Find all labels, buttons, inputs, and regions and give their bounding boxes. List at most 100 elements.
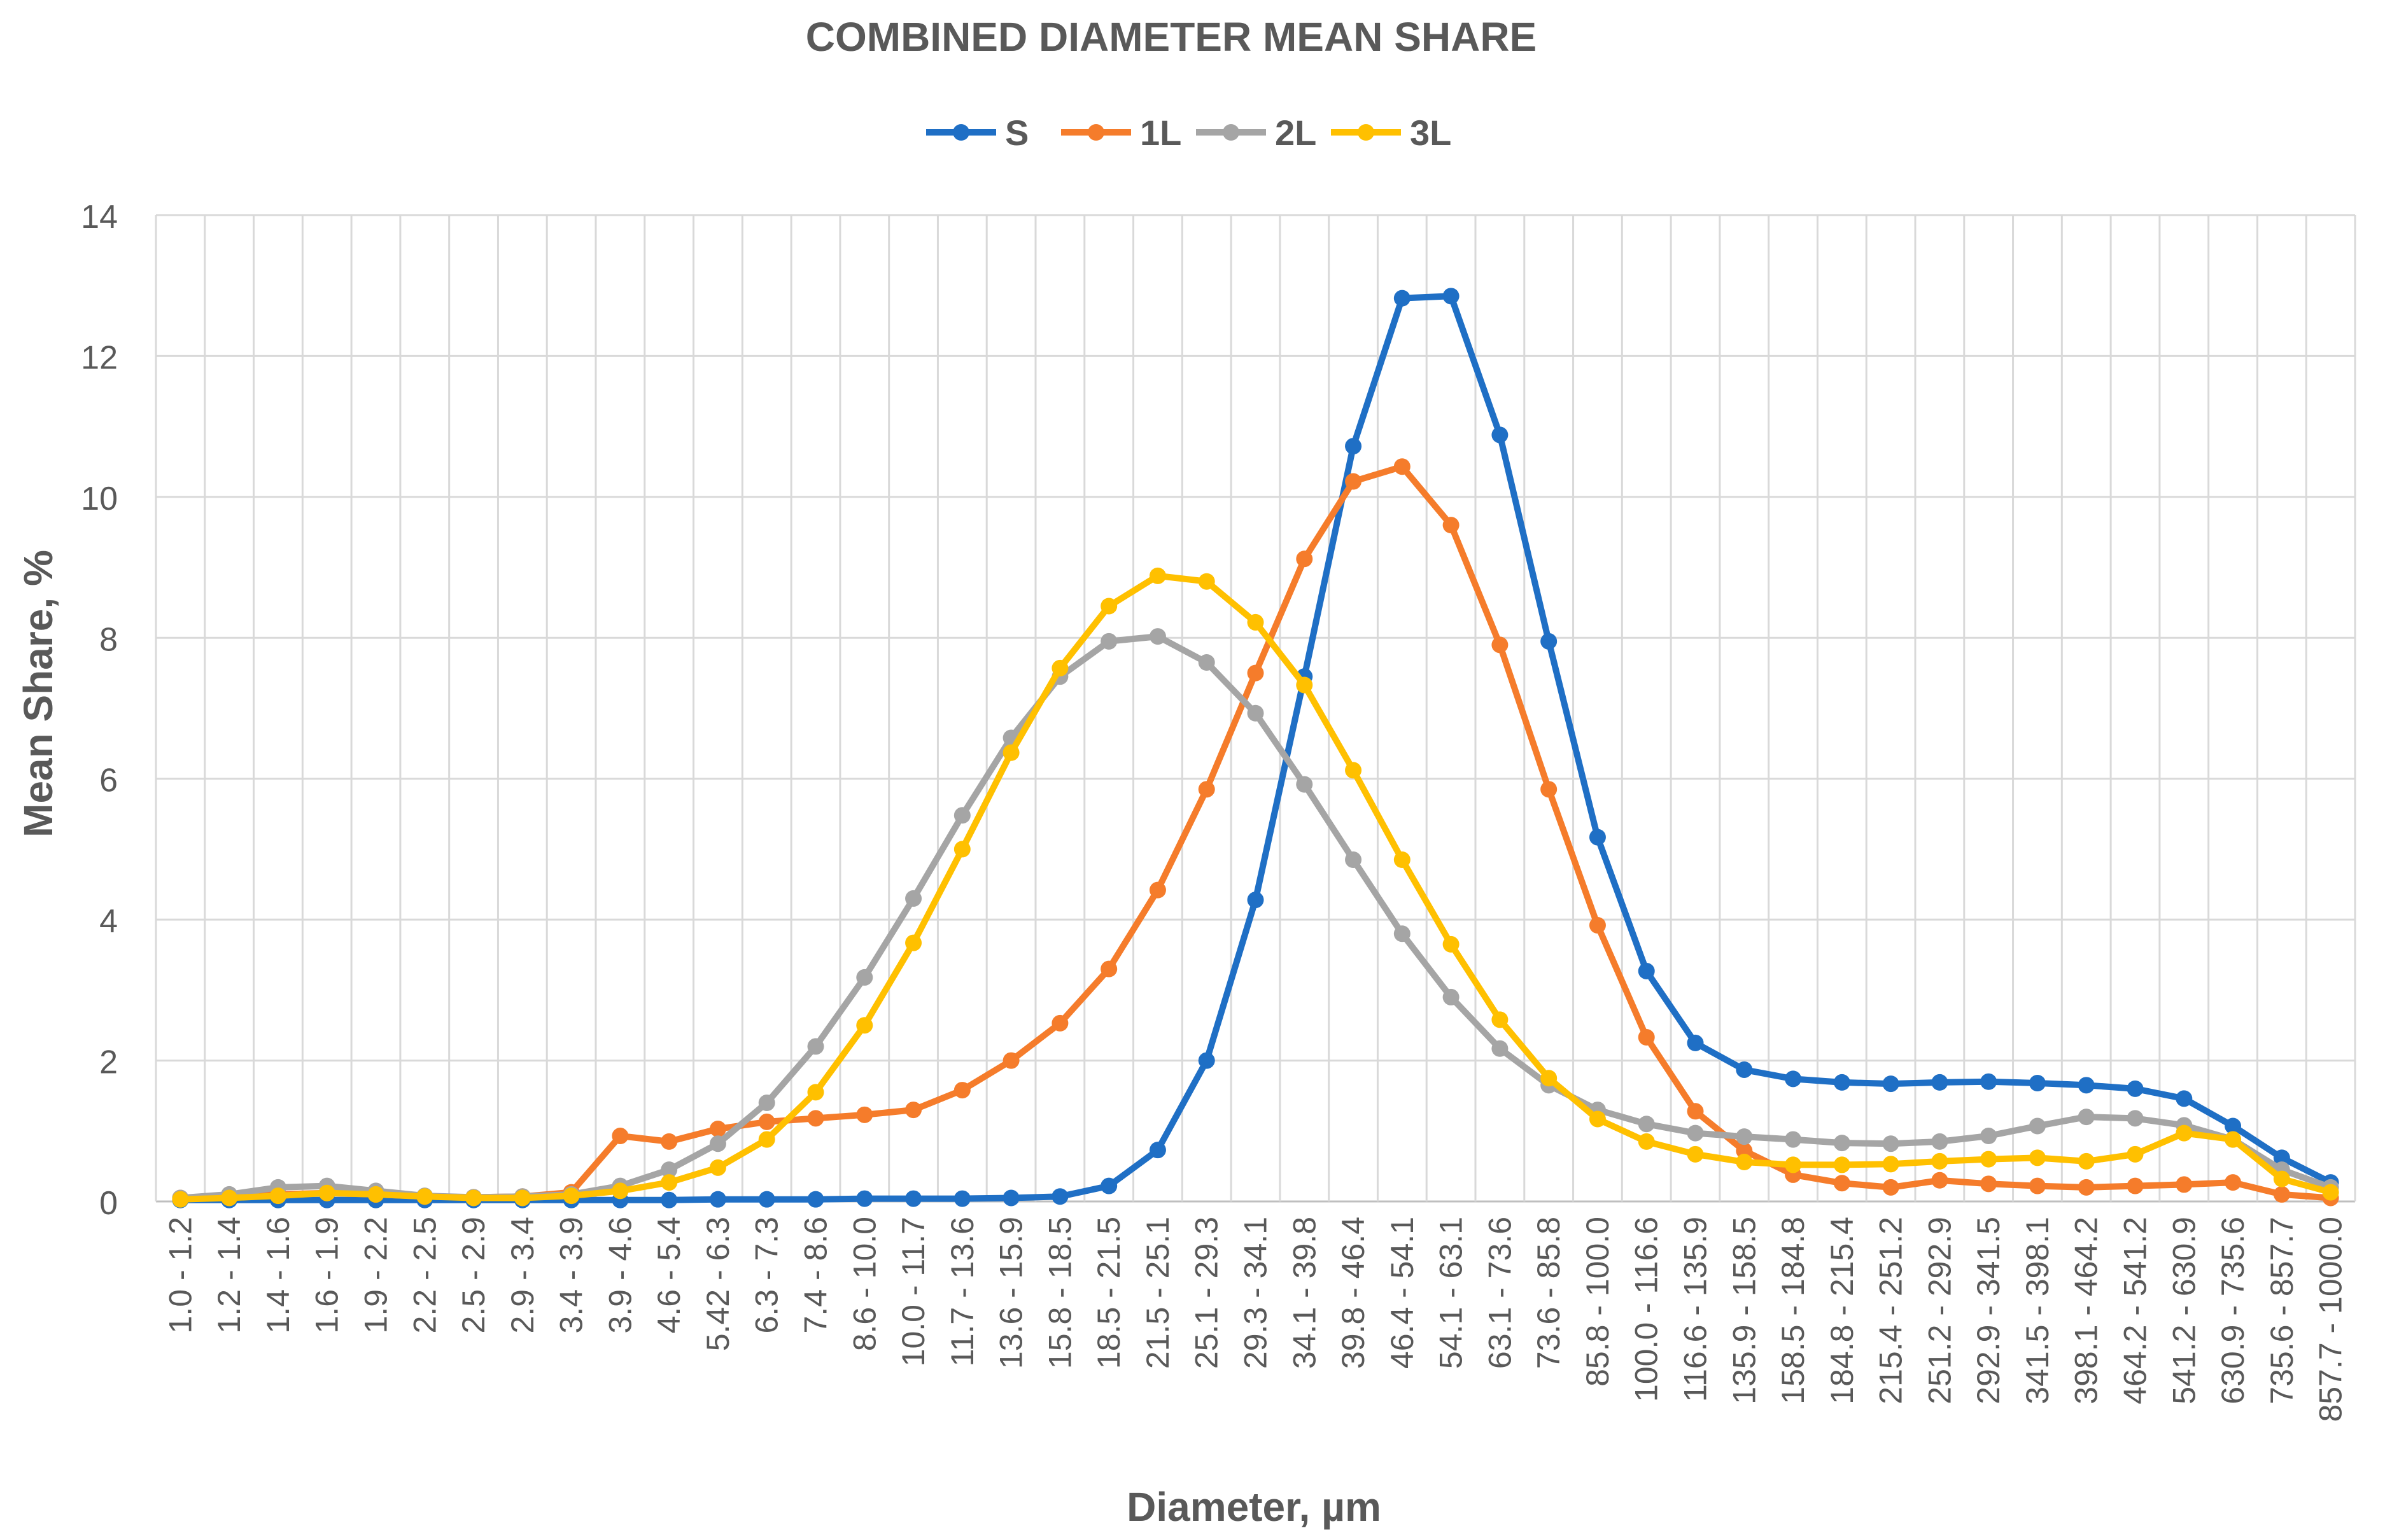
x-tick-label: 6.3 - 7.3 (749, 1217, 785, 1333)
data-point (905, 934, 922, 951)
data-point (709, 1191, 726, 1208)
data-point (1296, 776, 1313, 793)
x-tick-label: 1.2 - 1.4 (211, 1217, 247, 1333)
x-tick-label: 341.5 - 398.1 (2020, 1217, 2055, 1404)
data-point (2127, 1145, 2144, 1163)
data-point (1638, 1116, 1655, 1133)
x-tick-label: 25.1 - 29.3 (1189, 1217, 1225, 1369)
data-point (2078, 1077, 2095, 1094)
x-tick-label: 1.9 - 2.2 (358, 1217, 394, 1333)
legend-label: 1L (1140, 113, 1181, 153)
data-point (709, 1135, 726, 1152)
legend-label: 2L (1275, 113, 1316, 153)
data-point (1687, 1124, 1704, 1142)
data-point (1101, 1177, 1118, 1194)
data-point (758, 1191, 775, 1208)
data-point (2225, 1174, 2242, 1191)
data-point (416, 1188, 433, 1205)
data-point (1345, 438, 1362, 455)
data-point (2029, 1075, 2046, 1091)
x-tick-label: 5.42 - 6.3 (700, 1217, 736, 1351)
data-point (465, 1189, 482, 1207)
data-point (2029, 1177, 2046, 1194)
data-point (2029, 1117, 2046, 1135)
data-point (905, 890, 922, 907)
data-point (807, 1191, 824, 1208)
x-tick-label: 464.2 - 541.2 (2118, 1217, 2153, 1404)
y-tick-label: 4 (99, 903, 118, 940)
y-tick-label: 2 (99, 1044, 118, 1081)
data-point (514, 1189, 531, 1207)
data-point (1882, 1075, 1899, 1093)
data-point (1296, 550, 1313, 568)
x-tick-label: 630.9 - 735.6 (2215, 1217, 2251, 1404)
data-point (1442, 517, 1460, 534)
data-point (269, 1187, 286, 1205)
x-tick-label: 158.5 - 184.8 (1775, 1217, 1811, 1404)
data-point (1101, 960, 1118, 977)
x-tick-label: 857.7 - 1000.0 (2313, 1217, 2349, 1422)
legend-marker (1223, 124, 1239, 141)
data-point (1833, 1135, 1850, 1152)
data-point (1149, 628, 1166, 645)
data-point (1198, 573, 1215, 590)
data-point (2078, 1179, 2095, 1196)
data-point (1442, 988, 1460, 1005)
data-point (2273, 1149, 2290, 1166)
data-point (1736, 1061, 1753, 1078)
data-point (2176, 1124, 2193, 1142)
x-tick-label: 18.5 - 21.5 (1091, 1217, 1127, 1369)
data-point (1589, 917, 1606, 934)
data-point (1491, 1040, 1509, 1057)
legend-item-s: S (926, 113, 1029, 153)
data-point (758, 1113, 775, 1130)
x-tick-label: 251.2 - 292.9 (1922, 1217, 1957, 1404)
data-point (1540, 633, 1558, 650)
x-tick-label: 3.9 - 4.6 (602, 1217, 638, 1333)
data-point (367, 1186, 384, 1203)
data-point (1882, 1179, 1899, 1196)
data-point (1687, 1034, 1704, 1051)
x-tick-label: 1.6 - 1.9 (309, 1217, 345, 1333)
data-point (1003, 1052, 1020, 1069)
y-tick-label: 12 (81, 339, 118, 376)
legend-label: 3L (1410, 113, 1451, 153)
y-tick-label: 8 (99, 621, 118, 658)
data-point (856, 969, 873, 986)
x-tick-label: 184.8 - 215.4 (1824, 1217, 1860, 1404)
data-point (2225, 1117, 2242, 1135)
data-point (1589, 829, 1606, 846)
data-point (1052, 659, 1069, 676)
data-point (1931, 1152, 1948, 1170)
series-3l (172, 567, 2339, 1208)
data-point (1491, 426, 1509, 444)
data-point (2225, 1131, 2242, 1148)
data-point (661, 1174, 678, 1191)
data-point (1052, 1188, 1069, 1205)
data-point (758, 1095, 775, 1111)
data-point (661, 1133, 678, 1150)
data-point (1736, 1154, 1753, 1170)
x-tick-label: 1.4 - 1.6 (260, 1217, 296, 1333)
data-point (1931, 1172, 1948, 1189)
data-point (661, 1161, 678, 1179)
data-point (1833, 1074, 1850, 1091)
legend-item-1l: 1L (1061, 113, 1181, 153)
data-point (1198, 1052, 1215, 1069)
data-point (1540, 1070, 1558, 1087)
data-point (1638, 962, 1655, 979)
x-tick-label: 116.6 - 135.9 (1678, 1217, 1713, 1402)
legend-item-3l: 3L (1331, 113, 1451, 153)
x-tick-label: 13.6 - 15.9 (994, 1217, 1029, 1369)
legend-marker (953, 124, 969, 141)
data-point (661, 1191, 678, 1208)
x-tick-label: 100.0 - 116.6 (1629, 1217, 1664, 1402)
data-point (1882, 1135, 1899, 1152)
data-point (612, 1128, 629, 1145)
x-axis-title: Diameter, µm (1127, 1484, 1381, 1530)
data-point (1101, 633, 1118, 650)
x-tick-label: 21.5 - 25.1 (1140, 1217, 1176, 1369)
x-tick-label: 10.0 - 11.7 (896, 1217, 931, 1366)
y-axis-title: Mean Share, % (15, 550, 61, 837)
chart-title: COMBINED DIAMETER MEAN SHARE (806, 14, 1537, 60)
